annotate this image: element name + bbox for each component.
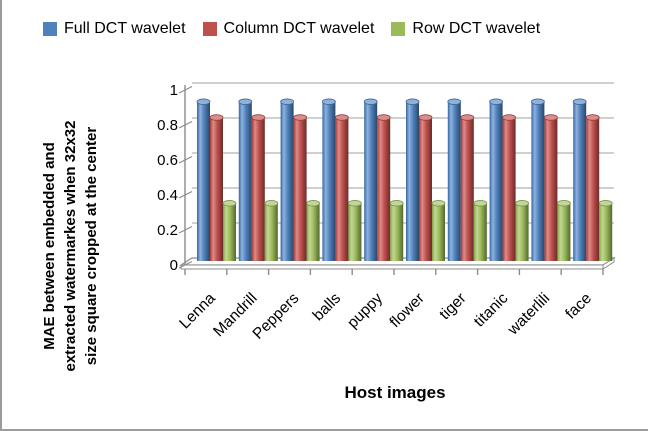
bar [544, 117, 558, 261]
cylinder-cap [460, 114, 475, 121]
cylinder-cap [334, 114, 349, 121]
bar [586, 117, 600, 261]
x-category-label: puppy [344, 290, 386, 332]
legend-series-label: Full DCT wavelet [64, 20, 186, 37]
legend-item: Row DCT wavelet [391, 20, 540, 38]
y-tick-label: 1 [170, 82, 178, 99]
cylinder-cap [405, 98, 420, 105]
legend-item: Column DCT wavelet [202, 20, 375, 38]
chart-floor-front [180, 264, 604, 270]
y-tick-label: 0.2 [157, 222, 178, 239]
bar [447, 101, 461, 261]
cylinder-cap [489, 98, 504, 105]
bar [599, 203, 613, 261]
legend-swatch [202, 22, 217, 36]
bar [515, 203, 529, 261]
bar [293, 117, 307, 261]
bar [432, 203, 445, 261]
cylinder-cap [251, 114, 266, 121]
legend-swatch [43, 22, 57, 36]
cylinder-cap [598, 200, 613, 207]
y-tick-label: 0 [170, 257, 178, 274]
bar [238, 101, 252, 261]
x-axis-title: Host images [344, 383, 446, 402]
bar [223, 203, 236, 261]
bar [364, 101, 378, 261]
bar [473, 203, 487, 261]
cylinder-cap [376, 114, 391, 121]
cylinder-cap [531, 98, 545, 105]
bar [264, 203, 278, 261]
cylinder-cap [264, 200, 279, 207]
y-tick-label: 0.6 [157, 152, 178, 169]
legend-swatch [391, 22, 406, 36]
cylinder-cap [306, 200, 321, 207]
cylinder-cap [473, 200, 488, 207]
chart-legend: Full DCT wavelet Column DCT wavelet Row DC… [43, 15, 540, 43]
bar [210, 117, 223, 261]
bar [251, 117, 265, 261]
cylinder-cap [447, 98, 462, 105]
cylinder-cap [293, 114, 308, 121]
cylinder-cap [585, 114, 600, 121]
cylinder-cap [502, 114, 517, 121]
bar [502, 117, 516, 261]
cylinder-cap [418, 114, 433, 121]
bar [348, 203, 362, 261]
cylinder-cap [347, 200, 362, 207]
y-axis-title: MAE between embedded and extracted water… [41, 120, 100, 372]
x-category-label: balls [310, 290, 345, 325]
bar [573, 101, 587, 261]
x-category-label: face [562, 290, 595, 323]
x-category-label: Peppers [250, 290, 303, 343]
x-category-label: flower [387, 290, 428, 331]
bar [419, 117, 432, 261]
bar [197, 101, 210, 261]
cylinder-cap [389, 200, 404, 207]
cylinder-cap [431, 200, 446, 207]
bar [531, 101, 545, 261]
bar [460, 117, 474, 261]
x-category-label: tiger [436, 290, 469, 323]
cylinder-cap [209, 114, 224, 121]
x-category-label: waterlili [504, 290, 553, 339]
cylinder-cap [196, 98, 211, 105]
bar [335, 117, 349, 261]
bar [489, 101, 503, 261]
bar [306, 203, 320, 261]
cylinder-cap [321, 98, 336, 105]
legend-item: Full DCT wavelet [43, 20, 186, 38]
legend-series-label: Row DCT wavelet [412, 20, 541, 37]
cylinder-cap [515, 200, 529, 207]
cylinder-cap [363, 98, 378, 105]
cylinder-cap [544, 114, 558, 121]
bar [557, 203, 571, 261]
bar [280, 101, 294, 261]
cylinder-cap [222, 200, 237, 207]
cylinder-cap [280, 98, 295, 105]
bar [390, 203, 404, 261]
y-tick-label: 0.4 [157, 187, 178, 204]
y-tick-label: 0.8 [157, 117, 178, 134]
legend-series-label: Column DCT wavelet [223, 20, 375, 37]
bar [322, 101, 336, 261]
bar [406, 101, 419, 261]
cylinder-cap [572, 98, 587, 105]
cylinder-cap [238, 98, 253, 105]
bar [377, 117, 391, 261]
cylinder-cap [557, 200, 571, 207]
